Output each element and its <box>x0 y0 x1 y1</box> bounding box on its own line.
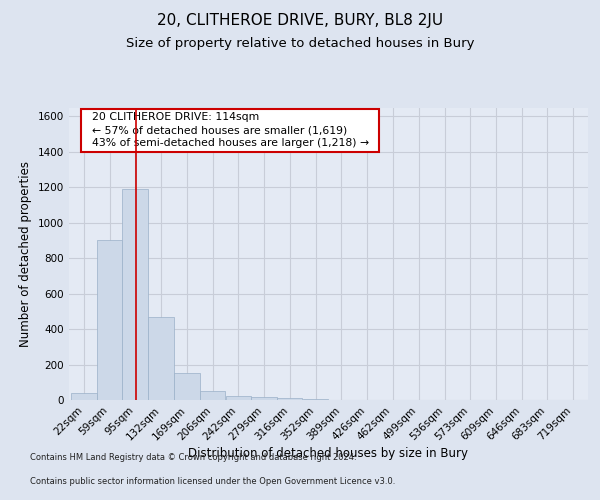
Bar <box>175 374 200 400</box>
Bar <box>71 393 97 400</box>
Bar <box>122 189 148 400</box>
Text: Contains HM Land Registry data © Crown copyright and database right 2024.: Contains HM Land Registry data © Crown c… <box>30 454 356 462</box>
Bar <box>277 398 302 400</box>
Y-axis label: Number of detached properties: Number of detached properties <box>19 161 32 347</box>
Bar <box>148 316 174 400</box>
Bar <box>97 240 122 400</box>
Text: 20 CLITHEROE DRIVE: 114sqm  
  ← 57% of detached houses are smaller (1,619)  
  : 20 CLITHEROE DRIVE: 114sqm ← 57% of deta… <box>85 112 376 148</box>
Text: Size of property relative to detached houses in Bury: Size of property relative to detached ho… <box>126 38 474 51</box>
Text: 20, CLITHEROE DRIVE, BURY, BL8 2JU: 20, CLITHEROE DRIVE, BURY, BL8 2JU <box>157 12 443 28</box>
X-axis label: Distribution of detached houses by size in Bury: Distribution of detached houses by size … <box>188 448 469 460</box>
Bar <box>226 396 251 400</box>
Bar <box>251 398 277 400</box>
Text: Contains public sector information licensed under the Open Government Licence v3: Contains public sector information licen… <box>30 477 395 486</box>
Bar <box>200 391 225 400</box>
